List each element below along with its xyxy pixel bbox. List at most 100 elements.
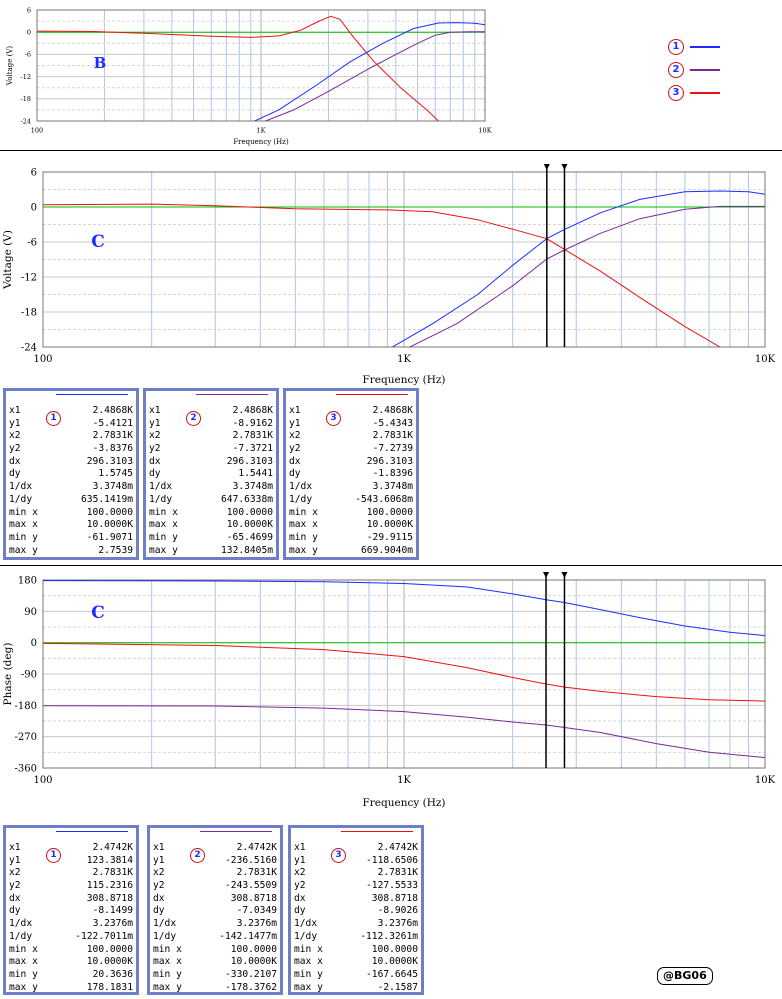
row-label: dx	[9, 892, 21, 904]
row-label: min x	[9, 943, 38, 955]
row-label: max x	[9, 956, 38, 968]
row-value: 100.0000	[226, 506, 273, 518]
table-row: x1 2.4868K	[149, 405, 273, 418]
watermark: @BG06	[657, 967, 713, 985]
table-row: max y 669.9040m	[289, 545, 413, 558]
row-label: 1/dy	[289, 493, 313, 505]
legend-line-2	[690, 69, 720, 71]
y-tick-label: -180	[15, 701, 37, 712]
table-row: min y -330.2107	[153, 969, 277, 982]
row-label: min y	[149, 531, 178, 543]
measurement-table-3: x1 2.4742K y1 -118.6506 x2 2.7831K y2 -127.5533…	[288, 825, 424, 995]
row-label: 1/dy	[9, 493, 33, 505]
row-label: max y	[9, 981, 38, 993]
plot-frame	[42, 171, 766, 348]
row-label: max y	[294, 981, 323, 993]
row-label: x2	[9, 867, 21, 879]
series-line-s2	[264, 31, 485, 121]
row-value: 3.2376m	[92, 918, 133, 930]
x-tick-label: 100	[33, 354, 52, 365]
row-value: 3.2376m	[377, 918, 418, 930]
table-row: min y 20.3636	[9, 969, 133, 982]
row-value: -8.1499	[92, 905, 133, 917]
row-value: -7.3721	[232, 443, 273, 455]
row-label: min x	[289, 506, 318, 518]
y-tick-label: 6	[31, 168, 37, 179]
row-value: 2.7831K	[377, 867, 418, 879]
cursor-marker	[561, 572, 568, 578]
row-label: min x	[153, 943, 182, 955]
y-tick-label: -12	[21, 73, 31, 81]
grid	[42, 579, 766, 769]
row-label: min y	[289, 531, 318, 543]
row-label: max y	[9, 544, 38, 556]
table-badge-1: 1	[46, 411, 61, 426]
table-row: y2 -243.5509	[153, 880, 277, 893]
table-badge-2: 2	[190, 848, 205, 863]
row-value: 296.3103	[226, 455, 273, 467]
x-tick-label: 100	[33, 775, 52, 786]
x-axis-label: Frequency (Hz)	[362, 797, 445, 809]
table-badge-2: 2	[186, 411, 201, 426]
row-value: 308.8718	[86, 892, 133, 904]
row-value: -7.2739	[372, 443, 413, 455]
table-row: y2 -3.8376	[9, 443, 133, 456]
series-line-s3	[43, 203, 721, 347]
row-label: max x	[149, 519, 178, 531]
legend-badge-2: 2	[668, 62, 684, 78]
row-value: -236.5160	[225, 854, 277, 866]
row-value: 308.8718	[230, 892, 277, 904]
table-row: max x 10.0000K	[153, 956, 277, 969]
x-tick-label: 10K	[755, 775, 776, 786]
table-row: max y -2.1587	[294, 982, 418, 995]
row-label: 1/dy	[294, 930, 318, 942]
cursor-marker	[543, 572, 550, 578]
row-label: y2	[289, 443, 301, 455]
series-line-s2	[408, 205, 765, 347]
row-label: min y	[153, 968, 182, 980]
table-row: dy 1.5745	[9, 468, 133, 481]
row-label: y2	[294, 880, 306, 892]
y-tick-label: -18	[21, 95, 31, 103]
y-tick-label: -24	[21, 343, 37, 354]
series-group	[43, 190, 765, 347]
row-label: dy	[9, 905, 21, 917]
table-row: max y 2.7539	[9, 545, 133, 558]
row-value: -330.2107	[225, 968, 277, 980]
row-label: 1/dx	[9, 918, 33, 930]
row-value: 3.3748m	[232, 481, 273, 493]
table-row: y2 115.2316	[9, 880, 133, 893]
row-value: 2.7831K	[236, 867, 277, 879]
table-row: y1 -236.5160	[153, 855, 277, 868]
y-axis-label: Voltage (V)	[6, 46, 14, 86]
table-row: 1/dy -112.3261m	[294, 931, 418, 944]
table-row: x1 2.4742K	[294, 842, 418, 855]
y-tick-label: 0	[31, 638, 37, 649]
table-row: dx 308.8718	[9, 893, 133, 906]
table-row: max y 178.1831	[9, 982, 133, 995]
row-value: 100.0000	[371, 943, 418, 955]
cursor-marker	[561, 164, 568, 170]
row-label: 1/dx	[149, 481, 173, 493]
row-value: 100.0000	[86, 506, 133, 518]
y-tick-label: -270	[15, 732, 37, 743]
y-tick-label: -24	[21, 117, 31, 125]
plot-title: C	[91, 603, 105, 623]
y-tick-label: 0	[27, 28, 31, 36]
row-label: dx	[9, 455, 21, 467]
row-value: -2.1587	[377, 981, 418, 993]
row-value: 2.7831K	[92, 430, 133, 442]
row-label: x1	[9, 405, 21, 416]
table-row: y1 -5.4343	[289, 418, 413, 431]
row-value: 178.1831	[86, 981, 133, 993]
row-value: 100.0000	[86, 943, 133, 955]
y-tick-label: -90	[21, 670, 37, 681]
row-label: x2	[153, 867, 165, 879]
row-label: x2	[9, 430, 21, 442]
table-row: x2 2.7831K	[9, 867, 133, 880]
table-row: dy -8.9026	[294, 905, 418, 918]
table-row: 1/dy 647.6338m	[149, 494, 273, 507]
row-value: 2.4742K	[92, 842, 133, 853]
y-tick-label: -360	[15, 764, 37, 775]
table-row: min x 100.0000	[289, 507, 413, 520]
